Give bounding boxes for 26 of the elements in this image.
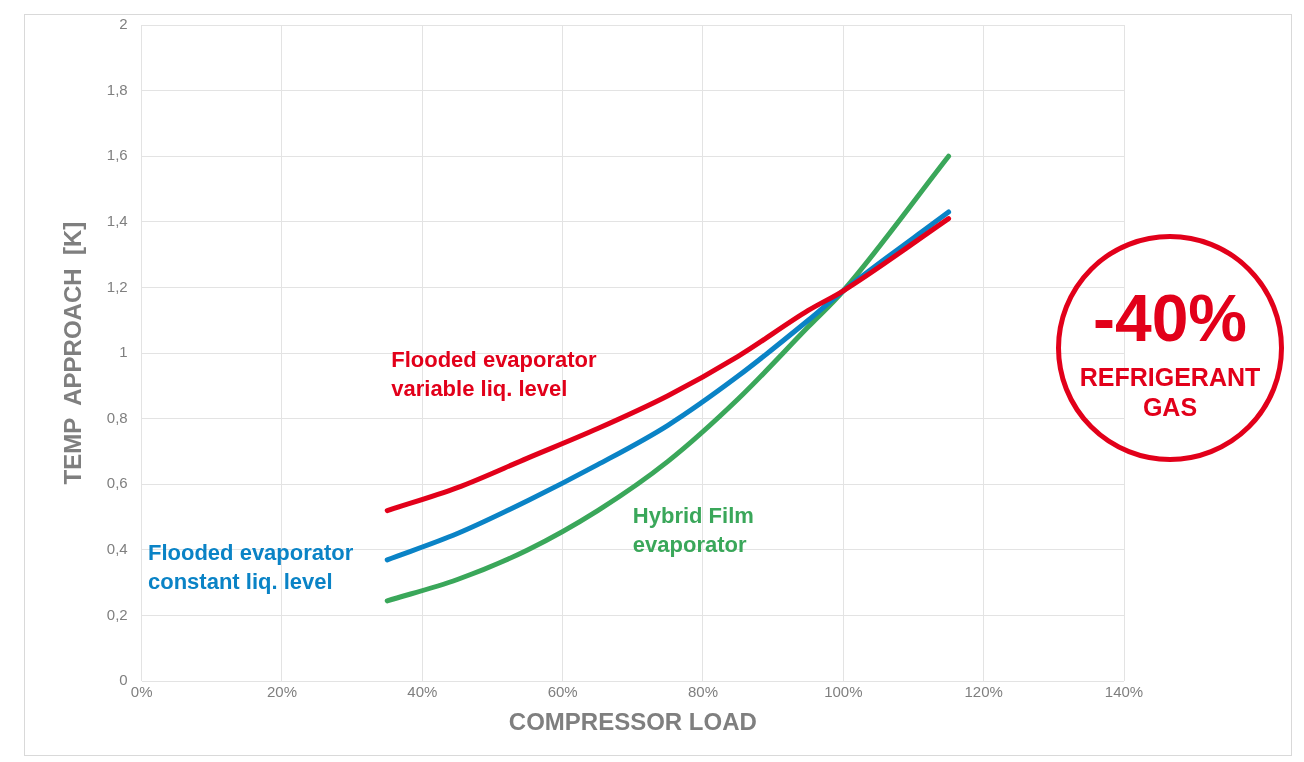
x-tick-label: 80% xyxy=(687,683,719,701)
series-label: Flooded evaporator variable liq. level xyxy=(391,347,598,402)
y-tick-label: 0,4 xyxy=(106,540,128,558)
y-tick-label: 1,4 xyxy=(106,212,128,229)
x-tick-label: 20% xyxy=(266,683,297,701)
x-tick-label: 140% xyxy=(1104,683,1144,701)
y-tick-label: 0 xyxy=(119,671,128,689)
x-tick-label: 120% xyxy=(964,683,1003,701)
x-tick-label: 100% xyxy=(824,683,863,701)
x-tick-label: 0% xyxy=(130,683,153,701)
annotation: -40% xyxy=(1091,280,1249,357)
x-tick-label: 40% xyxy=(407,683,438,701)
y-tick-label: 1,2 xyxy=(106,277,128,295)
series-label: Hybrid Film evaporator xyxy=(632,503,754,558)
y-tick-label: 1,6 xyxy=(106,146,128,164)
y-tick-label: 1 xyxy=(119,343,128,361)
annotation: REFRIGERANT GAS xyxy=(1078,362,1262,422)
y-tick-label: 2 xyxy=(119,15,128,33)
x-axis-title: COMPRESSOR LOAD xyxy=(508,708,757,736)
y-tick-label: 0,6 xyxy=(106,474,128,492)
y-tick-label: 0,2 xyxy=(106,605,128,623)
x-tick-label: 60% xyxy=(547,683,578,701)
series-label: Flooded evaporator constant liq. level xyxy=(148,539,354,594)
y-tick-label: 1,8 xyxy=(106,80,128,98)
y-tick-label: 0,8 xyxy=(106,408,128,426)
y-axis-title: TEMP APPROACH [K] xyxy=(59,221,87,485)
